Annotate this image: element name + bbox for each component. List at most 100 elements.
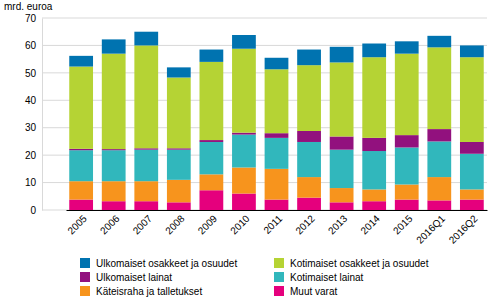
legend-swatch [274, 286, 284, 296]
tick-label: 2012 [293, 213, 317, 237]
tick: 2009 [196, 210, 220, 236]
bar-segment [265, 58, 289, 70]
legend-label: Käteisraha ja talletukset [96, 286, 202, 297]
tick: 60 [25, 40, 42, 51]
grid-line [42, 18, 487, 19]
tick: 2006 [98, 210, 122, 236]
tick-label: 70 [25, 13, 37, 24]
bar-segment [395, 135, 419, 147]
tick: 0 [30, 205, 42, 216]
tick: 40 [25, 95, 42, 106]
tick-label: 2014 [358, 213, 382, 237]
tick: 50 [25, 68, 42, 79]
tick-label: 2005 [65, 213, 89, 237]
axis-title: mrd. euroa [4, 1, 53, 12]
bar-segment [102, 39, 126, 53]
series [69, 167, 483, 202]
tick-label: 2016Q2 [447, 213, 480, 246]
legend-label: Kotimaiset osakkeet ja osuudet [290, 258, 429, 269]
bar-segment [330, 136, 354, 149]
legend-item: Ulkomaiset lainat [80, 272, 172, 283]
bar-segment [134, 148, 158, 149]
bar-segment [362, 151, 386, 189]
bar-segment [69, 181, 93, 199]
bar-segment [330, 202, 354, 210]
axis-line [67, 210, 488, 211]
bar-segment [362, 201, 386, 210]
tick: 2015 [391, 210, 415, 236]
tick-label: 30 [25, 122, 37, 133]
tick: 2007 [131, 210, 155, 236]
legend-label: Ulkomaiset lainat [96, 272, 172, 283]
bar-segment [265, 169, 289, 200]
bar-segment [395, 54, 419, 135]
legend-label: Muut varat [290, 286, 337, 297]
y-axis: 0 10 20 30 40 50 60 70 [25, 13, 43, 216]
bar-segment [167, 148, 191, 149]
bar-segment [199, 50, 223, 62]
legend-label: Ulkomaiset osakkeet ja osuudet [96, 258, 237, 269]
axis-line [42, 19, 43, 211]
legend-swatch [274, 272, 284, 282]
bar-segment [199, 140, 223, 142]
bar-segment [297, 198, 321, 210]
tick-label: 10 [25, 177, 37, 188]
tick-label: 20 [25, 150, 37, 161]
bar-segment [265, 133, 289, 138]
bar-segment [362, 57, 386, 138]
bar-segment [460, 189, 484, 199]
tick: 2016Q1 [414, 210, 447, 246]
bar-segment [69, 67, 93, 149]
bar-segment [297, 131, 321, 142]
bar-segment [460, 154, 484, 190]
bar-segment [69, 150, 93, 181]
tick-label: 2007 [131, 213, 155, 237]
tick: 2011 [261, 210, 284, 236]
legend-swatch [274, 258, 284, 268]
tick-label: 2006 [98, 213, 122, 237]
bars [69, 32, 483, 210]
tick-label: 50 [25, 68, 37, 79]
legend-swatch [80, 258, 90, 268]
series [69, 45, 483, 149]
tick-label: 60 [25, 40, 37, 51]
bar-segment [395, 200, 419, 210]
bar-segment [330, 188, 354, 202]
bar-segment [232, 49, 256, 133]
bar-segment [199, 190, 223, 210]
bar-segment [330, 62, 354, 136]
bar-segment [362, 189, 386, 201]
legend-swatch [80, 272, 90, 282]
tick-label: 2010 [228, 213, 252, 237]
tick: 2010 [228, 210, 252, 236]
tick: 2008 [163, 210, 187, 236]
tick: 2012 [293, 210, 317, 236]
bar-segment [199, 174, 223, 190]
bar-segment [362, 138, 386, 151]
bar-segment [69, 56, 93, 67]
bar-segment [232, 194, 256, 210]
bar-segment [460, 45, 484, 57]
legend: Ulkomaiset osakkeet ja osuudet Kotimaiset… [80, 258, 429, 297]
tick-label: 2011 [261, 213, 284, 236]
bar-segment [167, 67, 191, 77]
bar-segment [199, 62, 223, 140]
series [69, 135, 483, 190]
bar-segment [102, 149, 126, 150]
bar-segment [330, 47, 354, 63]
bar-segment [427, 141, 451, 177]
bar-segment [427, 177, 451, 200]
legend-swatch [80, 286, 90, 296]
tick: 20 [25, 150, 42, 161]
legend-label: Kotimaiset lainat [290, 272, 364, 283]
bar-segment [297, 65, 321, 131]
bar-segment [232, 167, 256, 193]
bar-segment [427, 129, 451, 141]
bar-segment [69, 149, 93, 150]
bar-segment [102, 201, 126, 210]
bar-segment [69, 200, 93, 210]
legend-item: Kotimaiset lainat [274, 272, 364, 283]
bar-segment [134, 181, 158, 201]
bar-segment [134, 32, 158, 46]
bar-segment [265, 138, 289, 169]
